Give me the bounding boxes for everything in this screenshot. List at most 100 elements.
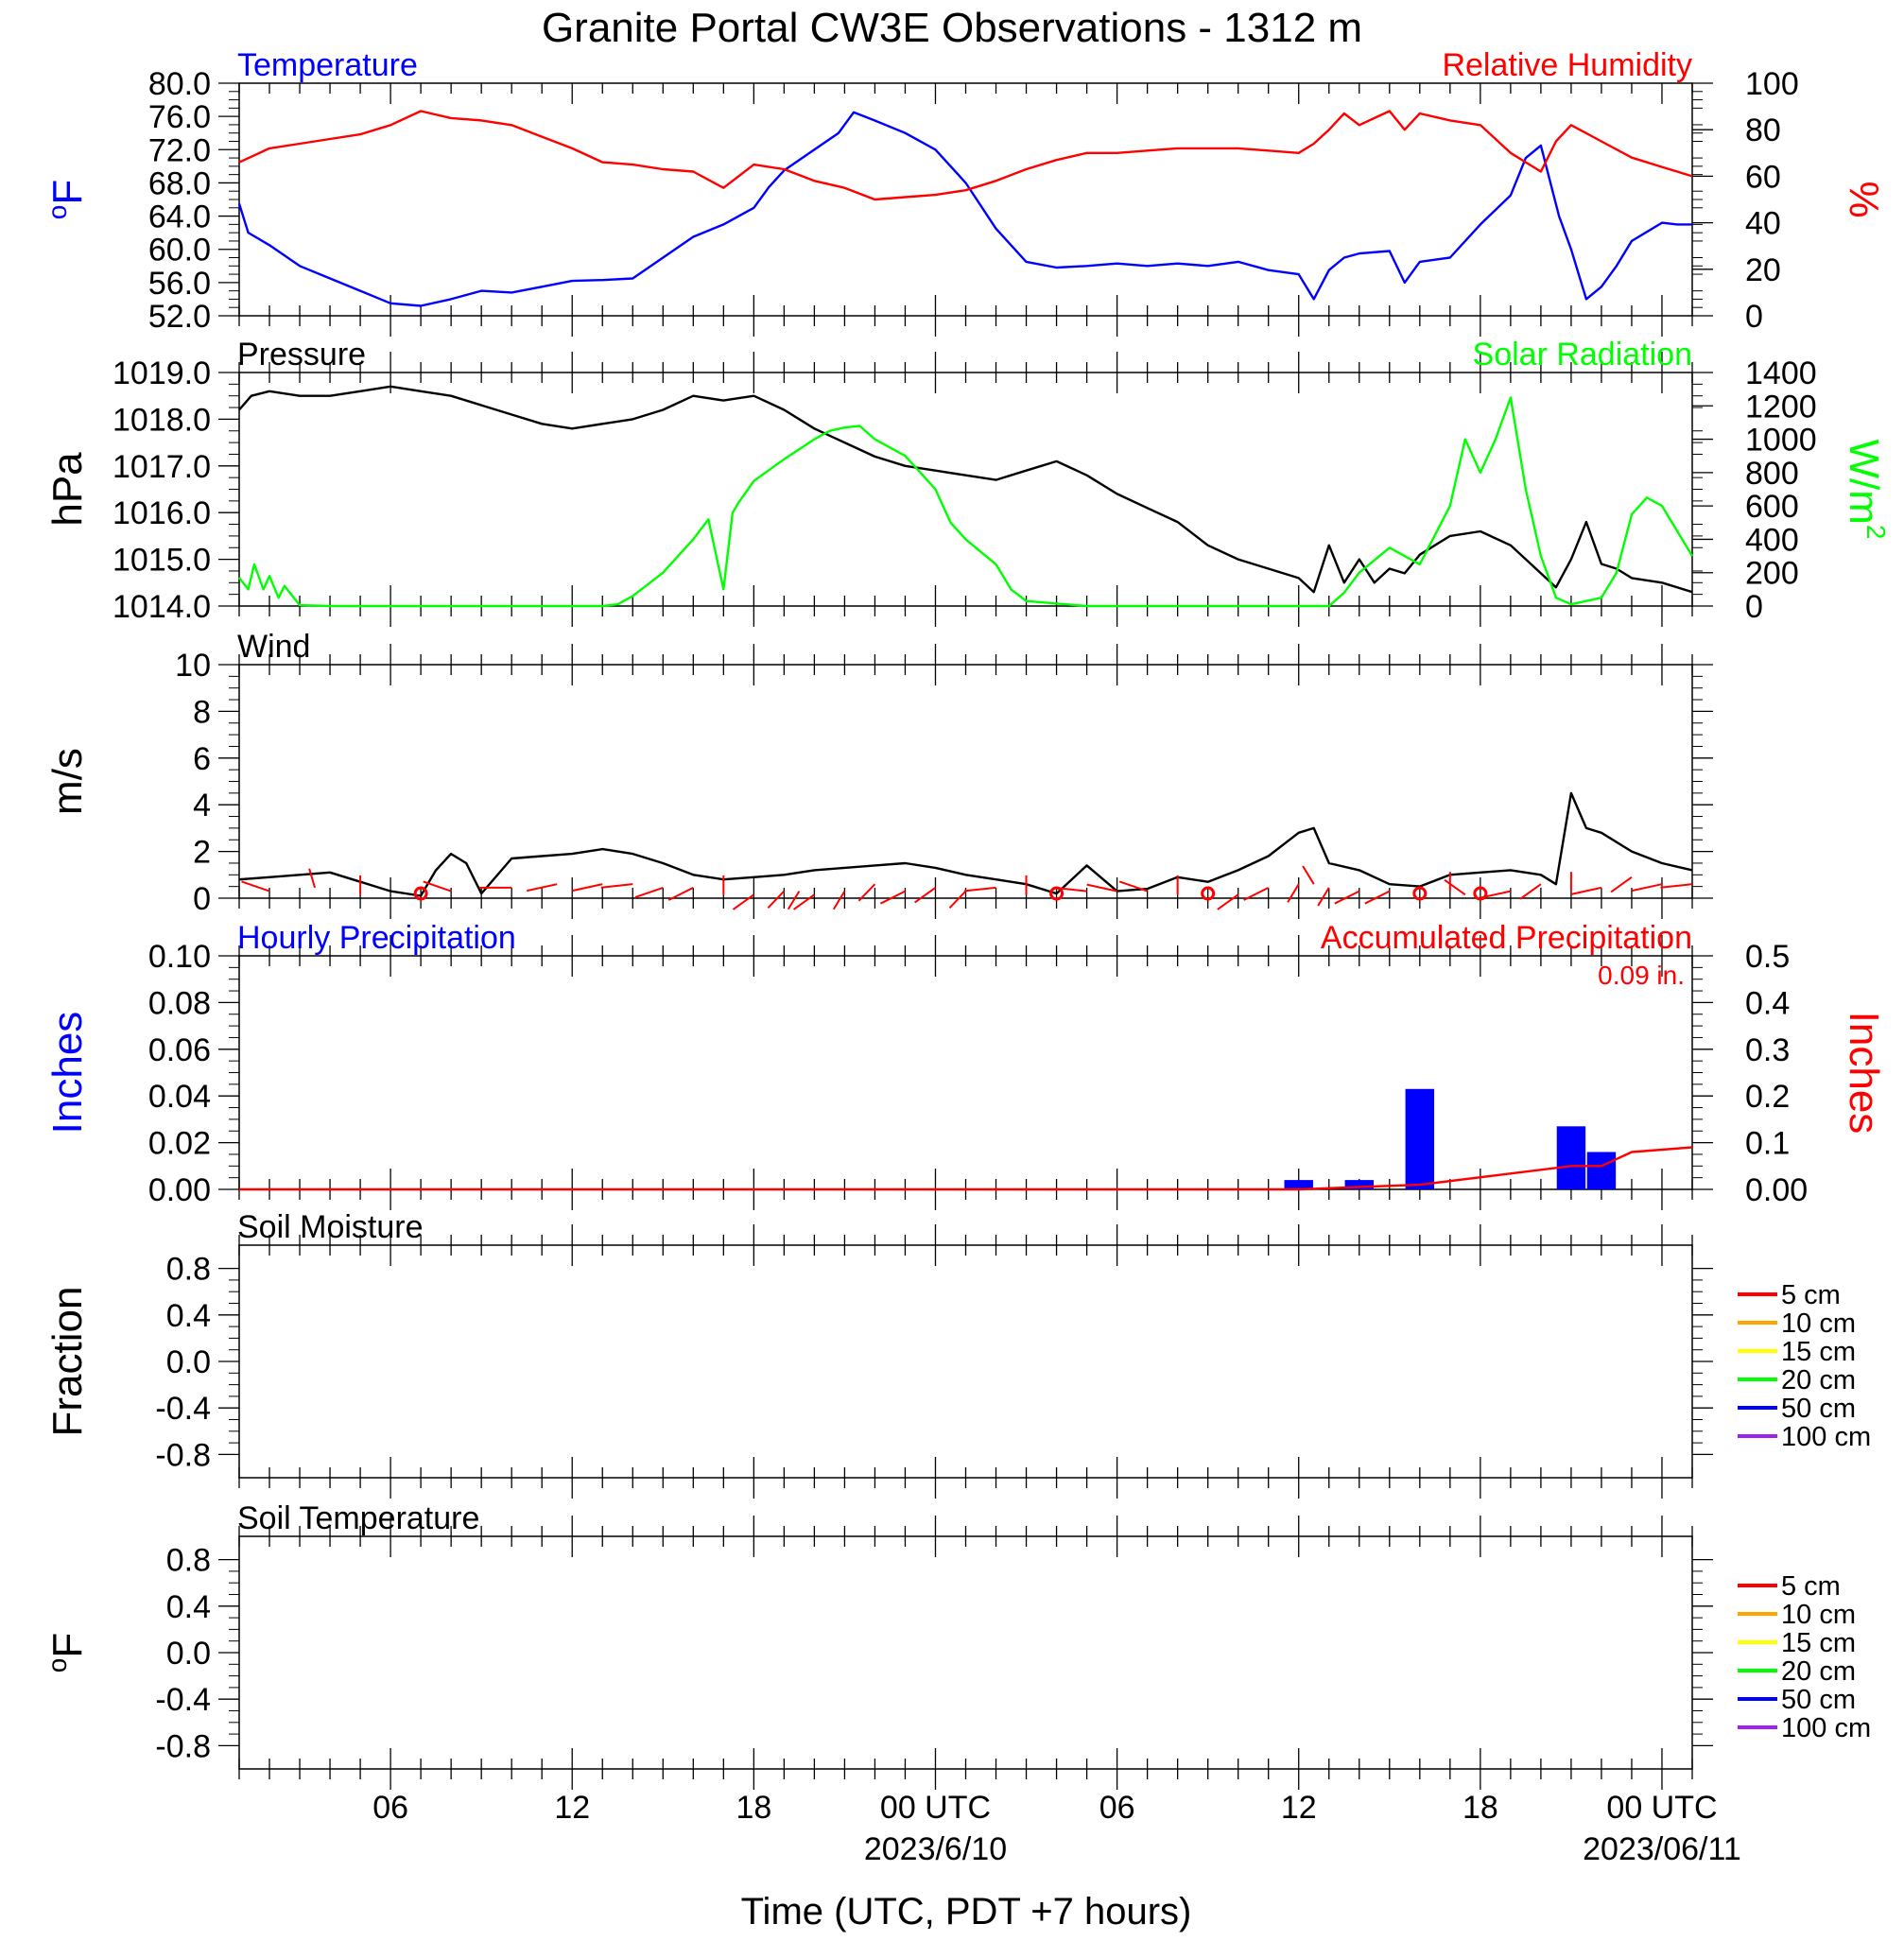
wind-barb (879, 890, 906, 905)
wind-barb (1334, 890, 1360, 905)
panel-frame (238, 664, 1693, 899)
x-date-label: 2023/06/11 (1583, 1831, 1741, 1867)
wind-barb (1118, 880, 1148, 893)
chart-panels: 80.076.072.068.064.060.056.052.010080604… (43, 47, 1891, 1790)
y-tick-label-right: 60 (1745, 159, 1781, 195)
wind-barb (634, 886, 664, 899)
y-tick-label-left: 0.4 (166, 1298, 211, 1334)
panel-title-left: Wind (237, 629, 310, 665)
wind-barb (527, 883, 558, 893)
wind-barb (1660, 883, 1693, 889)
y-tick-label-left: 1019.0 (113, 355, 211, 391)
legend-label: 100 cm (1781, 1422, 1871, 1452)
x-tick-label: 06 (372, 1790, 408, 1826)
series-line-relative-humidity (238, 110, 1693, 201)
y-tick-label-right: 0 (1745, 589, 1763, 625)
wind-calm-marker (1201, 886, 1216, 901)
y-tick-label-left: 1015.0 (113, 543, 211, 579)
y-tick-label-right: 80 (1745, 113, 1781, 148)
y-tick-label-left: 0.4 (166, 1589, 211, 1625)
chart-title: Granite Portal CW3E Observations - 1312 … (542, 5, 1362, 51)
wind-barb (914, 887, 937, 904)
series-line-pressure (238, 385, 1693, 594)
y-tick-label-left: -0.4 (155, 1682, 211, 1718)
x-tick-label: 00 UTC (1606, 1790, 1717, 1826)
y-tick-label-left: 52.0 (148, 299, 211, 335)
panel-frame (238, 1244, 1693, 1479)
wind-barb (767, 890, 786, 909)
y-tick-label-left: 8 (193, 694, 211, 730)
wind-barb (572, 883, 603, 893)
wind-calm-marker (1473, 886, 1488, 901)
panel-pressure-solar: 1019.0 1018.0 1017.0 1016.0 1015.0 1014.0 1400… (44, 337, 1891, 627)
panel-precipitation: 0.10 0.08 0.06 0.04 0.02 0.00 0.5 0.4 0.3 0.2 0.1 0… (44, 920, 1887, 1210)
panel-title-right: Relative Humidity (1442, 47, 1692, 83)
series-line-solar-radiation (238, 396, 1694, 608)
y-tick-label-right: 0.1 (1745, 1126, 1790, 1162)
wind-barb (1444, 878, 1466, 896)
y-tick-label-right: 0.5 (1745, 939, 1790, 975)
wind-barb (787, 891, 801, 910)
y-tick-label-right: 20 (1745, 252, 1781, 288)
y-axis-label-right: % (1841, 181, 1887, 217)
x-axis-label: Time (UTC, PDT +7 hours) (741, 1891, 1192, 1932)
y-tick-label-left: 56.0 (148, 266, 211, 302)
y-tick-label-left: -0.8 (155, 1728, 211, 1764)
y-axis-label-left: oF (43, 180, 91, 219)
panel-title-left: Temperature (237, 47, 418, 83)
panel-temperature-humidity: 80.076.072.068.064.060.056.052.0 100 80 60 4… (43, 47, 1887, 337)
wind-barb (1519, 883, 1542, 900)
panel-title-right: Accumulated Precipitation (1321, 920, 1692, 956)
y-tick-label-left: 60.0 (148, 233, 211, 269)
legend-label: 50 cm (1781, 1685, 1856, 1715)
wind-barb (1243, 886, 1270, 901)
x-tick-label: 12 (554, 1790, 590, 1826)
panel-title-left: Pressure (237, 337, 366, 373)
y-axis-label-right: Inches (1841, 1012, 1887, 1135)
y-axis-label-left: oF (43, 1633, 91, 1672)
x-tick-label: 12 (1281, 1790, 1317, 1826)
panel-title-left: Soil Temperature (237, 1500, 479, 1536)
wind-barb (423, 880, 452, 893)
y-tick-label-left: -0.8 (155, 1437, 211, 1473)
y-tick-label-right: 600 (1745, 489, 1799, 525)
panel-wind: 10 8 6 4 2 0 Wind m/s (44, 629, 1713, 919)
y-tick-label-right: 1200 (1745, 389, 1817, 425)
wind-barb (1302, 865, 1315, 885)
y-tick-label-left: 10 (175, 648, 211, 684)
y-tick-label-right: 100 (1745, 66, 1799, 102)
panel-soil-moisture: 0.8 0.4 0.0 -0.4 -0.8 Soil Moisture Fraction 5 … (44, 1209, 1871, 1499)
y-tick-label-left: 1014.0 (113, 589, 211, 625)
wind-barb (792, 893, 815, 910)
y-tick-label-left: 0.8 (166, 1543, 211, 1579)
panel-frame (238, 1535, 1693, 1770)
y-axis-label-left: Fraction (44, 1287, 91, 1437)
y-tick-label-right: 40 (1745, 206, 1781, 242)
legend-label: 15 cm (1781, 1337, 1856, 1367)
y-axis-label-right: W/m2 (1841, 440, 1891, 540)
x-tick-label: 18 (736, 1790, 771, 1826)
legend-label: 5 cm (1781, 1280, 1841, 1310)
x-tick-label: 18 (1463, 1790, 1498, 1826)
legend-label: 20 cm (1781, 1656, 1856, 1687)
panel-frame (238, 955, 1693, 1190)
y-tick-label-right: 400 (1745, 522, 1799, 558)
y-tick-label-left: 0.0 (166, 1636, 211, 1672)
wind-barb (1287, 883, 1300, 903)
legend-label: 100 cm (1781, 1713, 1871, 1743)
y-tick-label-left: 1016.0 (113, 495, 211, 531)
y-tick-label-left: 0.8 (166, 1252, 211, 1288)
wind-calm-marker (413, 886, 428, 901)
x-axis: 06 12 18 00 UTC 06 12 18 00 UTC 2023/6/10 2023/06… (372, 1790, 1741, 1867)
wind-barb (732, 893, 754, 910)
panel-title-left: Hourly Precipitation (237, 920, 516, 956)
y-tick-label-left: 6 (193, 741, 211, 777)
wind-barb (1570, 886, 1602, 895)
precip-bar (1556, 1126, 1586, 1189)
panel-frame (238, 372, 1693, 607)
y-tick-label-left: 0.06 (148, 1032, 211, 1068)
wind-barb (1086, 883, 1117, 893)
wind-barb (1054, 887, 1087, 893)
